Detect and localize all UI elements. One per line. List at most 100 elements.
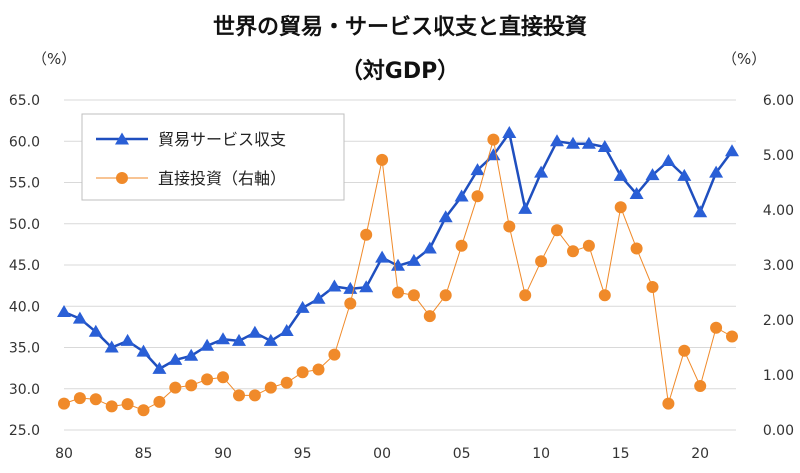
fdi-point <box>169 381 182 394</box>
fdi-point <box>376 153 389 166</box>
legend-circle-marker <box>116 172 128 184</box>
legend-triangle-marker <box>115 132 129 145</box>
fdi-point <box>503 220 516 233</box>
trade-point <box>629 187 644 199</box>
trade-point <box>120 333 135 346</box>
x-tick-label: 80 <box>55 446 73 462</box>
fdi-point <box>567 245 579 258</box>
y-right-tick-label: 0.00 <box>763 423 794 439</box>
y-left-tick-label: 35.0 <box>9 341 40 357</box>
fdi-point <box>73 392 86 405</box>
fdi-point <box>105 400 118 413</box>
fdi-point <box>471 190 484 203</box>
fdi-point <box>58 397 70 410</box>
fdi-point <box>487 133 500 146</box>
right-axis-unit: （%） <box>722 50 766 68</box>
trade-point <box>709 165 724 178</box>
trade-point <box>152 361 167 374</box>
trade-point <box>295 300 310 313</box>
trade-point <box>104 340 119 353</box>
fdi-point <box>344 297 357 310</box>
y-left-tick-label: 30.0 <box>9 382 40 398</box>
fdi-point <box>264 381 277 394</box>
x-tick-label: 90 <box>214 446 232 462</box>
fdi-point <box>185 379 198 392</box>
y-left-tick-label: 60.0 <box>9 134 40 150</box>
trade-point <box>359 280 374 293</box>
fdi-point <box>407 289 420 302</box>
legend-box <box>81 113 345 201</box>
trade-point <box>232 333 246 346</box>
fdi-point <box>423 310 436 323</box>
trade-point <box>88 324 103 337</box>
trade-point <box>200 338 215 351</box>
y-left-tick-label: 55.0 <box>9 176 40 192</box>
fdi-point <box>519 289 532 302</box>
fdi-point <box>455 239 468 252</box>
fdi-point <box>678 344 691 357</box>
y-left-tick-label: 25.0 <box>9 423 40 439</box>
trade-point <box>406 253 421 266</box>
x-tick-label: 05 <box>453 446 471 462</box>
trade-point <box>184 348 199 361</box>
trade-point <box>645 168 660 181</box>
fdi-point <box>551 224 563 237</box>
fdi-point <box>89 393 102 406</box>
y-left-tick-label: 40.0 <box>9 299 40 315</box>
trade-point <box>693 205 708 218</box>
trade-point <box>454 189 469 202</box>
trade-point <box>263 333 278 346</box>
y-right-tick-label: 6.00 <box>763 93 794 109</box>
x-tick-label: 95 <box>294 446 312 462</box>
trade-point <box>375 250 390 263</box>
fdi-point <box>217 371 229 384</box>
trade-point <box>168 352 183 365</box>
left-axis-ticks: 65.0 60.0 55.0 50.0 45.0 40.0 35.0 30.0 25.0 <box>9 93 40 439</box>
trade-point <box>311 291 326 304</box>
fdi-point <box>535 255 548 268</box>
x-tick-label: 20 <box>691 446 709 462</box>
fdi-point <box>439 289 452 302</box>
legend: 貿易サービス収支 直接投資（右軸） <box>81 113 345 201</box>
fdi-point <box>694 380 707 392</box>
fdi-point <box>296 366 309 379</box>
trade-point <box>661 154 676 166</box>
series <box>57 126 739 417</box>
y-right-tick-label: 1.00 <box>763 368 794 384</box>
y-right-tick-label: 4.00 <box>763 203 794 219</box>
x-tick-label: 15 <box>612 446 630 462</box>
legend-label-fdi: 直接投資（右軸） <box>158 169 286 188</box>
trade-point <box>343 281 358 294</box>
fdi-point <box>312 363 325 376</box>
trade-point <box>327 279 342 292</box>
x-axis-ticks: 80 85 90 95 00 05 10 15 20 <box>55 446 709 462</box>
fdi-point <box>153 395 166 408</box>
trade-point <box>613 168 628 181</box>
fdi-point <box>614 201 627 214</box>
chart-subtitle: （対GDP） <box>341 59 459 84</box>
fdi-point <box>392 286 404 299</box>
right-axis-ticks: 6.00 5.00 4.00 3.00 2.00 1.00 0.00 <box>763 93 794 439</box>
trade-point <box>677 168 692 181</box>
x-tick-label: 10 <box>532 446 550 462</box>
x-tick-label: 00 <box>373 446 391 462</box>
trade-point <box>566 136 580 149</box>
fdi-point <box>646 281 659 293</box>
trade-point <box>279 324 294 336</box>
y-left-tick-label: 50.0 <box>9 217 40 233</box>
chart-title: 世界の貿易・サービス収支と直接投資 <box>213 14 587 40</box>
fdi-point <box>233 389 245 402</box>
trade-point <box>391 258 405 271</box>
trade-point <box>470 163 485 176</box>
y-right-tick-label: 2.00 <box>763 313 794 329</box>
fdi-point <box>201 373 214 386</box>
fdi-point <box>121 398 134 411</box>
fdi-point <box>598 289 611 302</box>
fdi-point <box>328 348 341 361</box>
y-left-tick-label: 45.0 <box>9 258 40 274</box>
fdi-point <box>137 404 150 417</box>
fdi-point <box>630 242 643 255</box>
fdi-point <box>280 376 293 389</box>
left-axis-unit: （%） <box>32 50 76 68</box>
